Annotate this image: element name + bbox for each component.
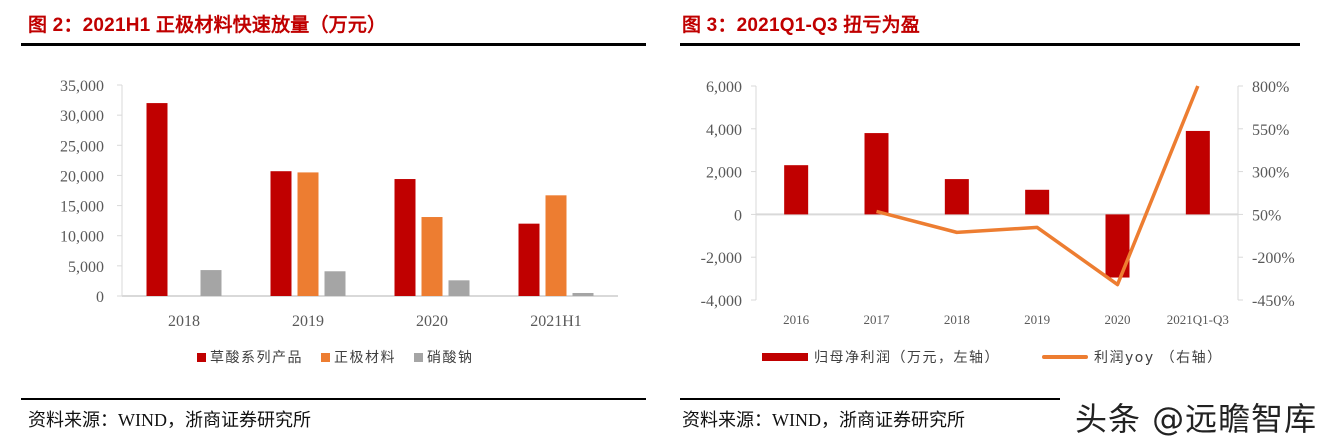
title-rule — [680, 43, 1300, 46]
x-tick-label: 2020 — [416, 313, 448, 330]
x-tick-label: 2019 — [1024, 312, 1050, 327]
figure-3-panel: 图 3：2021Q1-Q3 扭亏为盈 -4,000 -2,000 0 2,000 4,0… — [660, 0, 1341, 446]
chart-legend: 归母净利润（万元，左轴） 利润yoy （右轴） — [762, 347, 1241, 367]
legend-swatch-red — [197, 352, 206, 362]
legend-swatch-gray — [414, 352, 423, 362]
right-y-tick-label: 300% — [1252, 165, 1289, 182]
watermark: 头条 @远瞻智库 — [1075, 400, 1318, 438]
left-y-tick-label: 0 — [734, 207, 742, 224]
x-tick-label: 2017 — [864, 312, 891, 327]
y-tick-label: 5,000 — [68, 259, 104, 276]
legend-label: 利润yoy （右轴） — [1094, 350, 1223, 366]
bar — [394, 179, 416, 296]
profit-bar — [864, 133, 889, 215]
profit-bar — [1185, 130, 1210, 215]
left-y-tick-label: 6,000 — [706, 79, 742, 96]
profit-bar — [1025, 189, 1050, 215]
bar — [448, 280, 470, 296]
legend-item-yoy: 利润yoy （右轴） — [1042, 347, 1223, 367]
profit-bar — [944, 179, 969, 215]
x-tick-label: 2019 — [292, 313, 324, 330]
y-tick-label: 10,000 — [60, 229, 104, 246]
y-tick-label: 15,000 — [60, 199, 104, 216]
x-tick-label: 2021Q1-Q3 — [1167, 312, 1229, 327]
bar — [572, 292, 594, 296]
legend-label: 正极材料 — [334, 350, 396, 366]
y-tick-label: 35,000 — [60, 78, 104, 95]
legend-item-oxalic: 草酸系列产品 — [197, 347, 303, 367]
x-tick-label: 2018 — [168, 313, 200, 330]
combo-chart-net-profit: -4,000 -2,000 0 2,000 4,000 6,000 -450% -200% 50… — [701, 79, 1295, 327]
legend-label: 硝酸钠 — [427, 350, 474, 366]
bar — [545, 195, 567, 296]
figure-3-title: 图 3：2021Q1-Q3 扭亏为盈 — [682, 15, 921, 36]
source-rule — [21, 398, 646, 400]
figure-2-title: 图 2：2021H1 正极材料快速放量（万元） — [28, 15, 387, 36]
profit-bar — [784, 165, 809, 215]
chart-legend: 草酸系列产品 正极材料 硝酸钠 — [197, 347, 492, 367]
right-y-tick-label: -200% — [1252, 250, 1295, 267]
right-y-tick-label: 800% — [1252, 79, 1289, 96]
source-note: 资料来源：WIND，浙商证券研究所 — [28, 410, 311, 430]
bar — [421, 217, 443, 296]
legend-swatch-bar — [762, 353, 808, 361]
legend-item-cathode: 正极材料 — [321, 347, 396, 367]
y-tick-label: 0 — [96, 289, 104, 306]
left-y-tick-label: -2,000 — [701, 250, 742, 267]
x-tick-label: 2018 — [944, 312, 970, 327]
legend-swatch-line — [1042, 355, 1088, 359]
title-rule — [21, 43, 646, 46]
yoy-line — [876, 85, 1200, 287]
x-tick-label: 2016 — [783, 312, 810, 327]
right-y-tick-label: -450% — [1252, 293, 1295, 310]
x-tick-label: 2020 — [1105, 312, 1131, 327]
y-tick-label: 20,000 — [60, 168, 104, 185]
left-y-tick-label: 4,000 — [706, 122, 742, 139]
bar — [146, 103, 168, 296]
legend-item-net-profit: 归母净利润（万元，左轴） — [762, 347, 1000, 367]
bar-chart-cathode-materials: 0 5,000 10,000 15,000 20,000 25,000 30,000 35,0… — [60, 78, 618, 330]
source-note: 资料来源：WIND，浙商证券研究所 — [682, 410, 965, 430]
left-y-tick-label: -4,000 — [701, 293, 742, 310]
y-tick-label: 25,000 — [60, 138, 104, 155]
bar — [297, 172, 319, 296]
source-rule — [680, 398, 1060, 400]
legend-label: 草酸系列产品 — [210, 350, 303, 366]
legend-swatch-orange — [321, 352, 330, 362]
bar — [324, 271, 346, 296]
right-y-tick-label: 550% — [1252, 122, 1289, 139]
x-tick-label: 2021H1 — [530, 313, 582, 330]
figure-2-panel: 图 2：2021H1 正极材料快速放量（万元） 0 5,000 10,000 15,0… — [0, 0, 660, 446]
bar — [518, 223, 540, 296]
y-tick-label: 30,000 — [60, 108, 104, 125]
left-y-tick-label: 2,000 — [706, 165, 742, 182]
right-y-tick-label: 50% — [1252, 207, 1281, 224]
legend-item-sodium-nitrate: 硝酸钠 — [414, 347, 474, 367]
bar — [200, 270, 222, 296]
legend-label: 归母净利润（万元，左轴） — [814, 350, 1000, 366]
bar — [270, 171, 292, 296]
